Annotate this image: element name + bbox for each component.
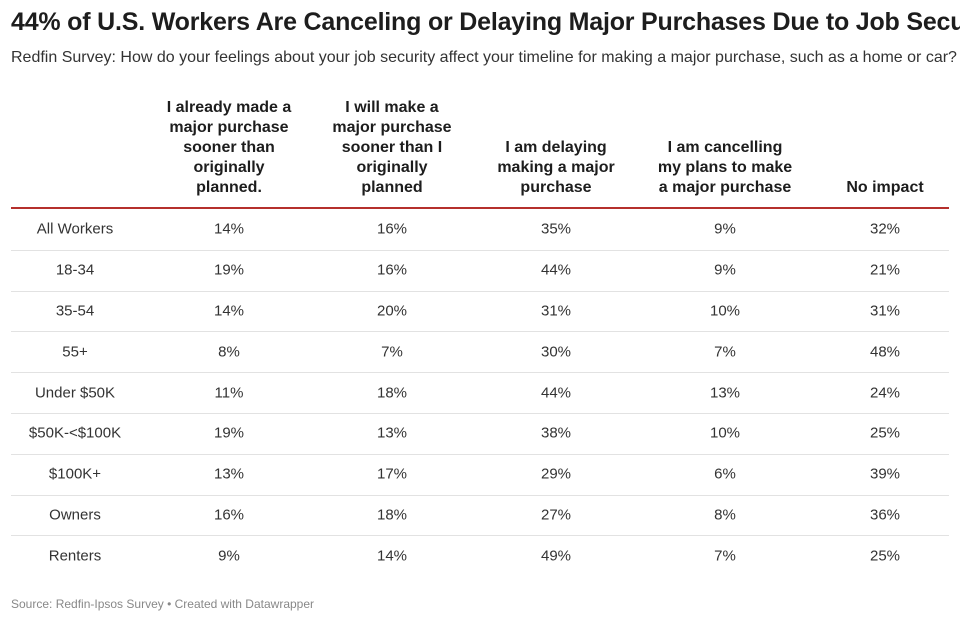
cell-value: 31% bbox=[540, 302, 572, 320]
column-header: I am delaying making a major purchase bbox=[497, 139, 615, 196]
subtitle: Redfin Survey: How do your feelings abou… bbox=[11, 49, 957, 66]
cell-value: 29% bbox=[540, 465, 572, 483]
cell-value: 44% bbox=[540, 261, 572, 279]
cell-value: 35% bbox=[540, 220, 572, 238]
row-label: All Workers bbox=[36, 220, 114, 238]
cell-value: 16% bbox=[376, 220, 408, 238]
cell-value: 17% bbox=[376, 465, 408, 483]
row-label: 55+ bbox=[62, 343, 88, 361]
row-label: $50K-<$100K bbox=[28, 424, 122, 442]
cell-value: 31% bbox=[869, 302, 901, 320]
row-separator bbox=[11, 290, 949, 292]
cell-value: 14% bbox=[213, 220, 245, 238]
cell-value: 16% bbox=[376, 261, 408, 279]
cell-value: 48% bbox=[869, 343, 901, 361]
cell-value: 10% bbox=[709, 302, 741, 320]
cell-value: 7% bbox=[381, 343, 403, 361]
cell-value: 13% bbox=[376, 424, 408, 442]
row-label: Renters bbox=[48, 547, 102, 565]
cell-value: 32% bbox=[869, 220, 901, 238]
cell-value: 9% bbox=[714, 220, 736, 238]
cell-value: 39% bbox=[869, 465, 901, 483]
row-label: 35-54 bbox=[55, 302, 95, 320]
cell-value: 13% bbox=[213, 465, 245, 483]
row-separator bbox=[11, 413, 949, 414]
cell-value: 14% bbox=[213, 302, 245, 320]
row-label: $100K+ bbox=[48, 465, 102, 483]
cell-value: 49% bbox=[540, 547, 572, 565]
cell-value: 7% bbox=[714, 547, 736, 565]
footer: Source: Redfin-Ipsos Survey • Created wi… bbox=[11, 597, 315, 611]
row-separator bbox=[11, 535, 949, 537]
cell-value: 11% bbox=[214, 384, 244, 402]
cell-value: 21% bbox=[869, 261, 901, 279]
column-header: I will make a major purchase sooner than… bbox=[332, 99, 452, 196]
row-label: Under $50K bbox=[34, 384, 116, 402]
cell-value: 14% bbox=[376, 547, 408, 565]
cell-value: 6% bbox=[714, 465, 736, 483]
cell-value: 19% bbox=[213, 424, 245, 442]
column-header: I am cancelling my plans to make a major… bbox=[657, 139, 793, 196]
cell-value: 25% bbox=[869, 424, 901, 442]
cell-value: 9% bbox=[218, 547, 240, 565]
row-separator bbox=[11, 453, 949, 455]
cell-value: 30% bbox=[540, 343, 572, 361]
column-header: I already made a major purchase sooner t… bbox=[166, 99, 292, 196]
cell-value: 24% bbox=[869, 384, 901, 402]
cell-value: 27% bbox=[540, 506, 572, 524]
cell-value: 20% bbox=[376, 302, 408, 320]
cell-value: 10% bbox=[709, 424, 741, 442]
header-rule bbox=[11, 207, 949, 209]
row-separator bbox=[11, 494, 949, 496]
row-label: Owners bbox=[49, 506, 101, 524]
cell-value: 44% bbox=[540, 384, 572, 402]
column-header: No impact bbox=[846, 179, 924, 196]
cell-value: 25% bbox=[869, 547, 901, 565]
row-separator bbox=[11, 331, 949, 333]
cell-value: 19% bbox=[213, 261, 245, 279]
cell-value: 8% bbox=[714, 506, 736, 524]
cell-value: 9% bbox=[714, 261, 736, 279]
title: 44% of U.S. Workers Are Canceling or Del… bbox=[11, 8, 960, 36]
cell-value: 36% bbox=[869, 506, 901, 524]
cell-value: 18% bbox=[376, 506, 408, 524]
cell-value: 16% bbox=[213, 506, 245, 524]
cell-value: 8% bbox=[218, 343, 240, 361]
cell-value: 7% bbox=[714, 343, 736, 361]
cell-value: 18% bbox=[376, 384, 408, 402]
cell-value: 13% bbox=[709, 384, 741, 402]
row-separator bbox=[11, 372, 949, 374]
row-label: 18-34 bbox=[55, 261, 95, 279]
row-separator bbox=[11, 249, 949, 251]
cell-value: 38% bbox=[540, 424, 572, 442]
